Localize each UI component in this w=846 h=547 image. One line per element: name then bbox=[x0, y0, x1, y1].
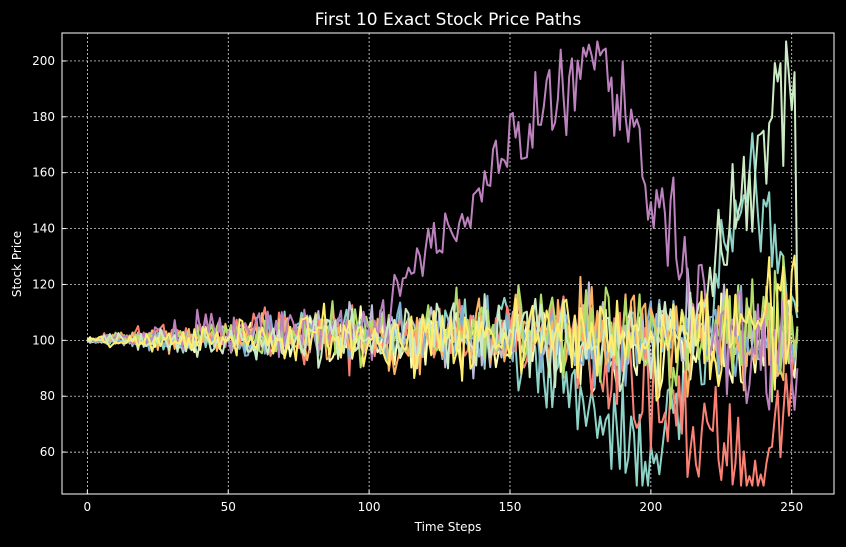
price-path-line bbox=[86, 254, 799, 402]
x-tick-label: 250 bbox=[780, 500, 803, 514]
grid-lines bbox=[62, 33, 834, 494]
x-tick-label: 100 bbox=[358, 500, 381, 514]
series-lines bbox=[86, 40, 799, 487]
x-axis-label: Time Steps bbox=[414, 520, 482, 534]
x-tick-label: 200 bbox=[639, 500, 662, 514]
price-path-line bbox=[86, 132, 799, 487]
x-axis-ticks: 0 50 100 150 200 250 bbox=[84, 490, 803, 514]
y-tick-label: 200 bbox=[32, 54, 55, 68]
price-path-line bbox=[86, 40, 799, 411]
chart-title: First 10 Exact Stock Price Paths bbox=[315, 10, 582, 30]
plot-frame bbox=[61, 32, 835, 495]
y-tick-label: 180 bbox=[32, 110, 55, 124]
y-tick-label: 60 bbox=[40, 445, 55, 459]
y-tick-label: 120 bbox=[32, 277, 55, 291]
x-tick-label: 0 bbox=[84, 500, 92, 514]
y-tick-label: 140 bbox=[32, 222, 55, 236]
x-tick-label: 150 bbox=[499, 500, 522, 514]
y-tick-label: 80 bbox=[40, 389, 55, 403]
y-tick-label: 160 bbox=[32, 166, 55, 180]
y-tick-label: 100 bbox=[32, 333, 55, 347]
y-axis-label: Stock Price bbox=[10, 231, 24, 297]
x-tick-label: 50 bbox=[221, 500, 236, 514]
y-axis-ticks: 60 80 100 120 140 160 180 200 bbox=[32, 54, 66, 459]
